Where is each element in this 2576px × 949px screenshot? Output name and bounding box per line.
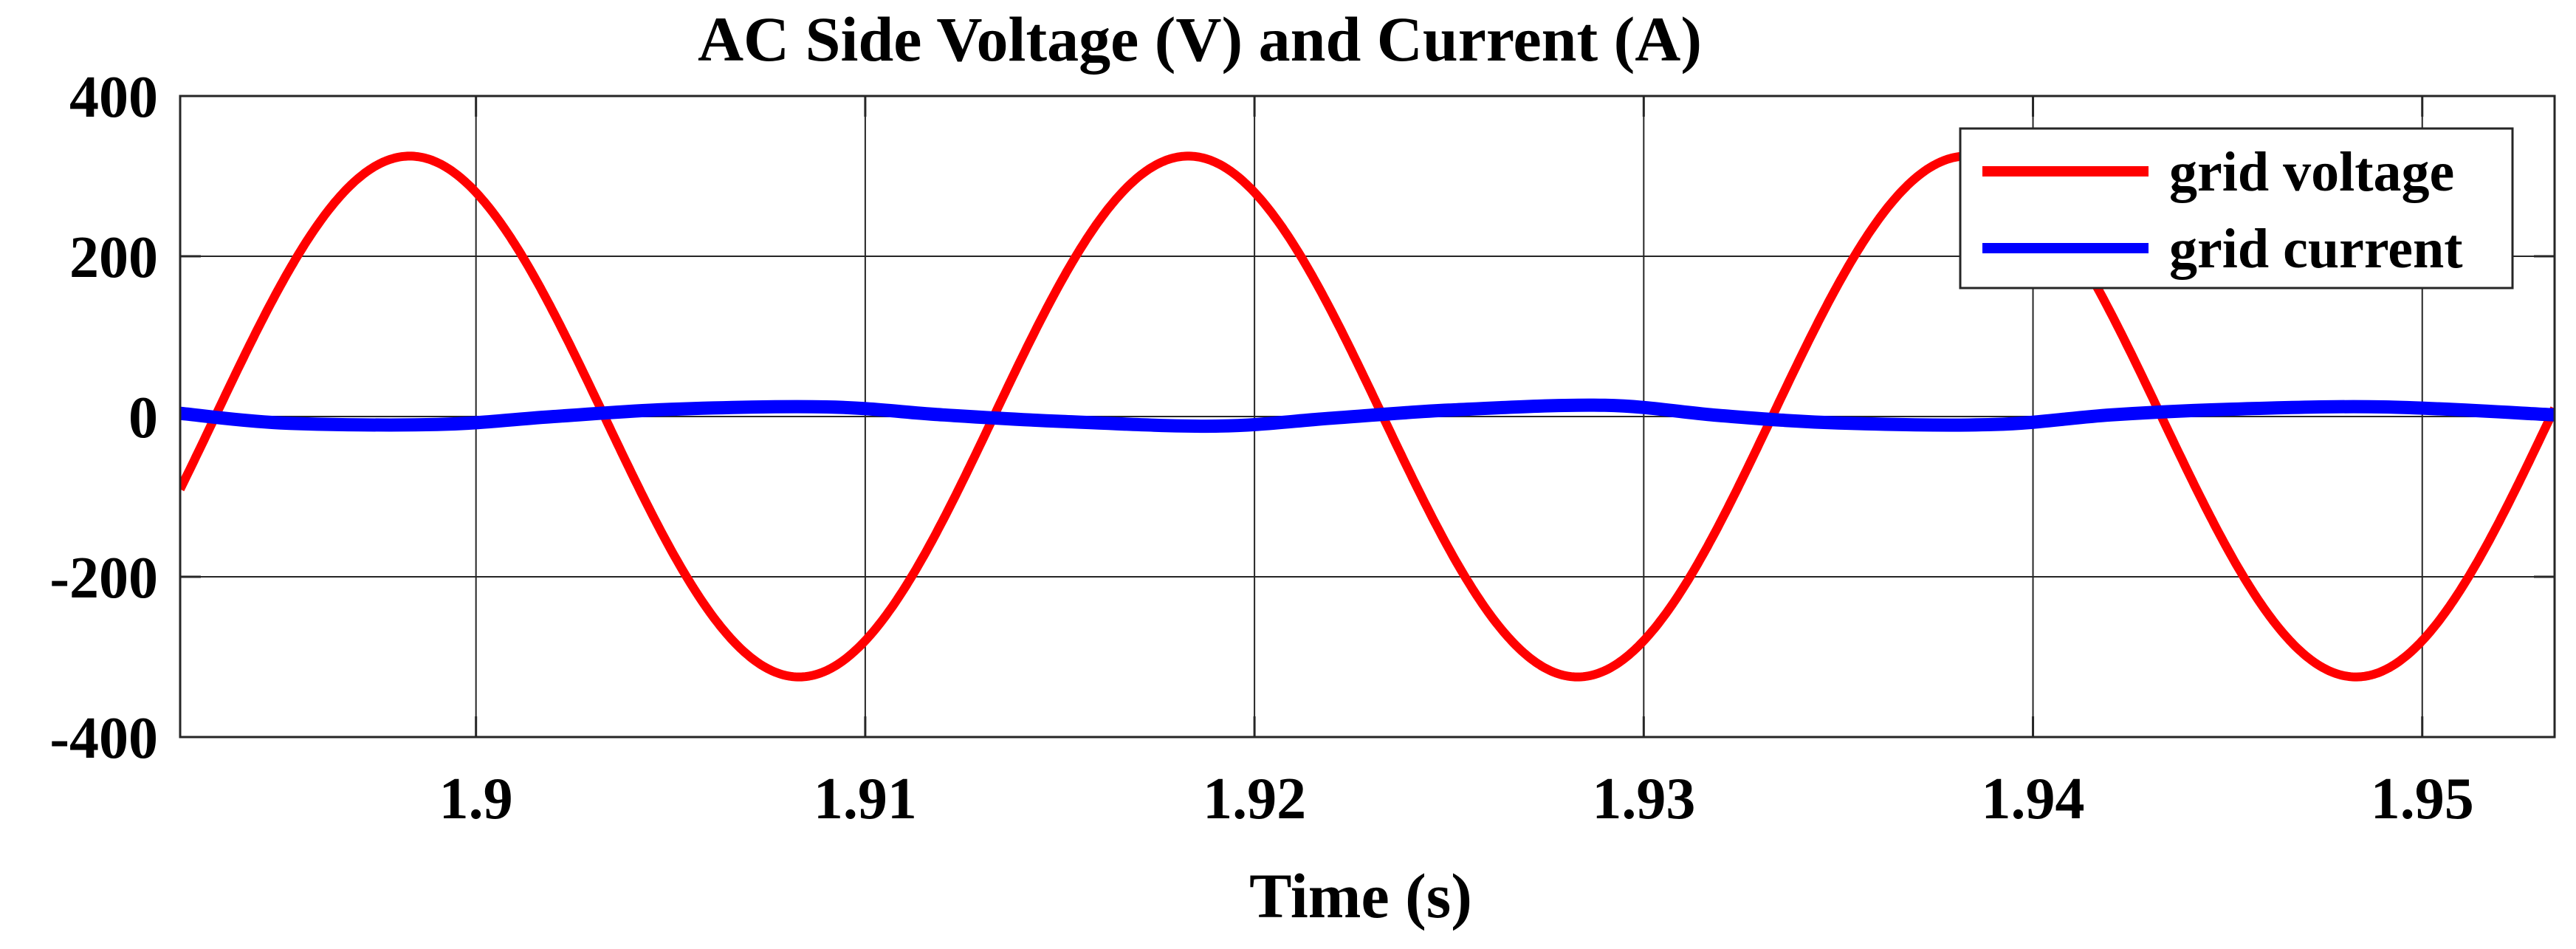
y-tick-labels: 400 200 0 -200 -400 [49, 65, 158, 771]
y-tick-label: 200 [69, 225, 158, 290]
y-tick-label: 0 [128, 386, 158, 450]
x-tick-label: 1.92 [1203, 767, 1306, 832]
chart-title: AC Side Voltage (V) and Current (A) [698, 4, 1702, 75]
y-tick-label: 400 [69, 65, 158, 130]
legend: grid voltage grid current [1959, 127, 2514, 290]
series-line-grid-current [180, 398, 2555, 434]
x-tick-label: 1.94 [1982, 767, 2085, 832]
legend-box [1959, 127, 2514, 290]
x-tick-label: 1.9 [439, 767, 513, 832]
legend-label-grid-current: grid current [2169, 218, 2463, 280]
legend-label-grid-voltage: grid voltage [2169, 141, 2454, 203]
y-tick-label: -200 [49, 546, 158, 611]
series-layer [180, 151, 2555, 682]
x-axis-label: Time (s) [1249, 860, 1472, 931]
x-tick-label: 1.95 [2371, 767, 2474, 832]
x-tick-label: 1.93 [1592, 767, 1695, 832]
x-tick-label: 1.91 [814, 767, 917, 832]
plot-frame [179, 95, 2556, 739]
y-tick-label: -400 [49, 706, 158, 771]
x-tick-labels: 1.9 1.91 1.92 1.93 1.94 1.95 [439, 767, 2474, 832]
